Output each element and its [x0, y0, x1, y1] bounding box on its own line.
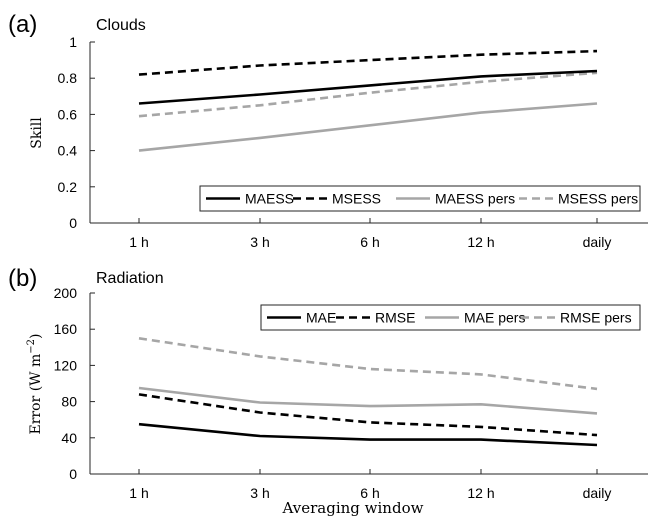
series-line-mae — [138, 422, 598, 447]
legend-label: MAESS pers — [435, 191, 515, 207]
x-tick-label: daily — [583, 485, 612, 501]
legend-radiation: MAE RMSE MAE pers RMSE pers — [260, 304, 641, 331]
series-line-maess — [138, 69, 598, 105]
legend-label: RMSE pers — [560, 310, 632, 326]
x-tick-label: 12 h — [467, 485, 494, 501]
series-line-rmse — [138, 393, 598, 437]
lines-radiation — [138, 337, 598, 447]
y-tick-label: 1 — [69, 34, 77, 50]
x-axis-label: Averaging window — [282, 499, 424, 517]
chart-title-radiation: Radiation — [96, 270, 164, 287]
panel-radiation: (b) Radiation Error (W m−2) Averaging wi… — [8, 265, 648, 517]
legend-label: MAE — [306, 310, 336, 326]
y-tick-label: 0 — [69, 466, 77, 482]
x-tick-label: 1 h — [129, 485, 148, 501]
panel-label-b: (b) — [8, 265, 37, 292]
y-tick-label: 40 — [61, 430, 77, 446]
y-axis-label-error-close: ) — [28, 334, 44, 339]
y-axis-label-error: Error (W m−2) — [26, 334, 44, 435]
y-tick-label: 0.2 — [58, 179, 78, 195]
y-axis-label-error-main: Error (W m — [28, 354, 44, 435]
axes-radiation — [89, 293, 648, 475]
y-tick-label: 80 — [61, 394, 77, 410]
y-tick-label: 0.4 — [58, 143, 78, 159]
y-tick-label: 120 — [54, 357, 78, 373]
y-tick-label: 0 — [69, 215, 77, 231]
legend-label: MAE pers — [464, 310, 525, 326]
x-tick-label: 6 h — [360, 485, 379, 501]
y-tick-label: 0.6 — [58, 106, 78, 122]
series-line-msess-pers — [138, 71, 598, 118]
ticks-clouds: 0 0.2 0.4 0.6 0.8 1 1 h 3 h 6 h 12 h daily — [58, 34, 612, 250]
legend-label: MAESS — [245, 191, 294, 207]
y-tick-label: 160 — [54, 321, 78, 337]
series-line-msess — [138, 49, 598, 76]
axes-clouds — [89, 42, 648, 224]
panel-label-a: (a) — [8, 11, 37, 38]
x-tick-label: 3 h — [250, 234, 269, 250]
legend-label: RMSE — [375, 310, 415, 326]
legend-label: MSESS — [332, 191, 381, 207]
legend-label: MSESS pers — [558, 191, 638, 207]
y-axis-label-skill: Skill — [29, 117, 45, 149]
x-tick-label: 1 h — [129, 234, 148, 250]
x-tick-label: 12 h — [467, 234, 494, 250]
series-line-maess-pers — [138, 102, 598, 152]
y-axis-label-error-sup: −2 — [26, 339, 37, 354]
chart-title-clouds: Clouds — [96, 17, 146, 34]
x-tick-label: 6 h — [360, 234, 379, 250]
series-line-rmse-pers — [138, 337, 598, 391]
panel-clouds: (a) Clouds Skill 0 0.2 0.4 0.6 0.8 1 1 h 3 h 6 h… — [8, 11, 648, 250]
lines-clouds — [138, 49, 598, 152]
ticks-radiation: 0 40 80 120 160 200 1 h 3 h 6 h 12 h daily — [54, 285, 612, 501]
x-tick-label: 3 h — [250, 485, 269, 501]
x-tick-label: daily — [583, 234, 612, 250]
legend-clouds: MAESS MSESS MAESS pers MSESS pers — [199, 185, 641, 212]
y-tick-label: 200 — [54, 285, 78, 301]
series-line-mae-pers — [138, 386, 598, 415]
y-tick-label: 0.8 — [58, 70, 78, 86]
